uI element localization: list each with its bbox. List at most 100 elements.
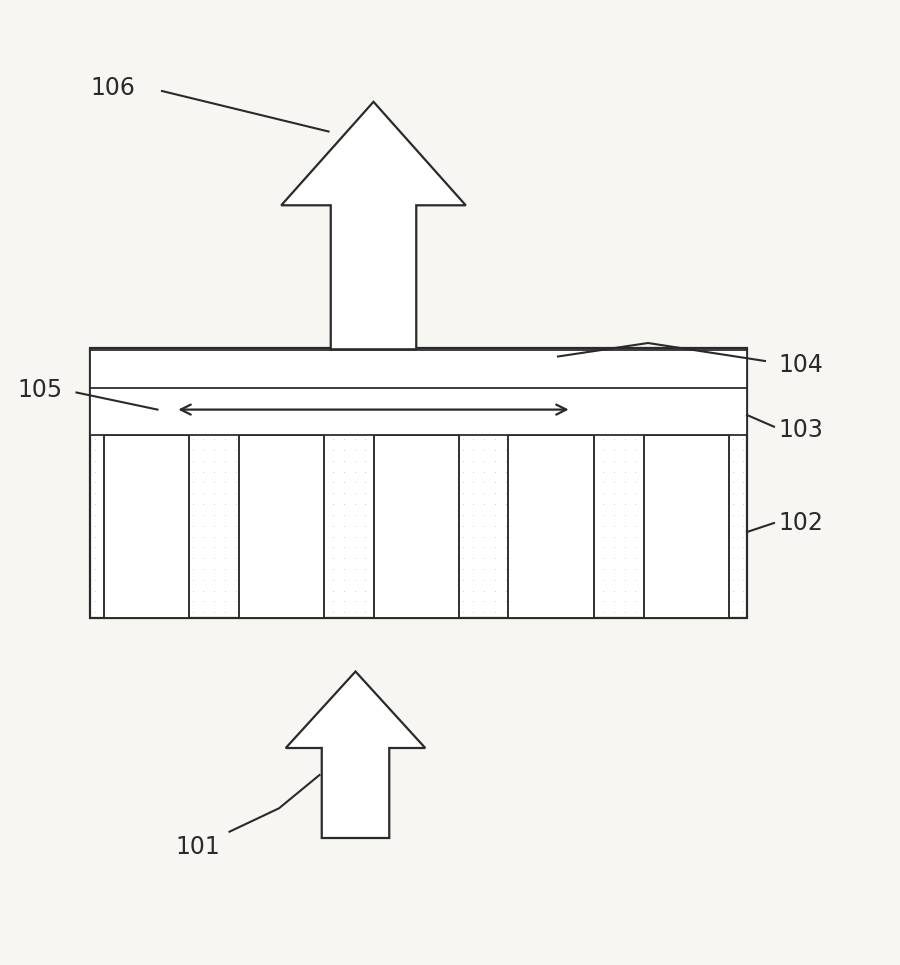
Point <box>434 529 448 544</box>
Point <box>412 583 427 598</box>
Point <box>372 442 386 457</box>
Point <box>434 389 448 404</box>
Point <box>628 378 643 394</box>
Point <box>423 593 437 609</box>
Point <box>528 583 543 598</box>
Point <box>561 431 575 447</box>
Point <box>302 454 316 469</box>
Point <box>369 508 383 523</box>
Point <box>337 562 351 577</box>
Point <box>312 454 327 469</box>
Point <box>110 508 124 523</box>
Point <box>156 496 170 511</box>
Point <box>671 464 686 480</box>
Point <box>509 442 524 457</box>
Point <box>258 464 273 480</box>
Point <box>652 529 667 544</box>
Point <box>652 464 667 480</box>
Point <box>671 496 686 511</box>
Point <box>269 593 284 609</box>
Point <box>337 464 351 480</box>
Point <box>553 583 567 598</box>
Point <box>102 475 116 490</box>
Point <box>283 411 297 427</box>
Point <box>455 464 470 480</box>
Point <box>628 422 643 437</box>
Point <box>685 496 699 511</box>
Point <box>563 496 578 511</box>
Point <box>315 496 329 511</box>
Point <box>393 475 408 490</box>
Point <box>488 475 502 490</box>
Point <box>520 572 535 588</box>
Point <box>134 583 148 598</box>
Point <box>607 422 621 437</box>
Point <box>166 485 181 501</box>
Point <box>304 442 319 457</box>
Point <box>347 422 362 437</box>
Point <box>304 572 319 588</box>
Point <box>447 518 462 534</box>
Point <box>553 431 567 447</box>
Point <box>248 529 262 544</box>
Point <box>412 604 427 620</box>
Point <box>539 485 554 501</box>
Point <box>663 593 678 609</box>
Point <box>102 550 116 565</box>
Point <box>520 378 535 394</box>
Point <box>553 550 567 565</box>
Point <box>393 529 408 544</box>
Point <box>650 464 664 480</box>
Point <box>596 442 610 457</box>
Point <box>661 604 675 620</box>
Point <box>650 400 664 416</box>
Point <box>326 593 340 609</box>
Point <box>663 604 678 620</box>
Point <box>563 475 578 490</box>
Point <box>156 572 170 588</box>
Point <box>693 475 707 490</box>
Point <box>488 539 502 555</box>
Point <box>110 496 124 511</box>
Point <box>509 422 524 437</box>
Point <box>258 454 273 469</box>
Point <box>650 529 664 544</box>
Point <box>423 496 437 511</box>
Point <box>582 539 597 555</box>
Point <box>423 550 437 565</box>
Point <box>436 572 451 588</box>
Point <box>391 550 405 565</box>
Point <box>88 583 103 598</box>
Point <box>110 593 124 609</box>
Point <box>563 604 578 620</box>
Point <box>269 508 284 523</box>
Point <box>539 562 554 577</box>
Point <box>404 454 419 469</box>
Point <box>550 431 564 447</box>
Point <box>585 431 599 447</box>
Point <box>401 378 416 394</box>
Point <box>142 550 157 565</box>
Point <box>455 550 470 565</box>
Point <box>207 400 221 416</box>
Point <box>145 442 159 457</box>
Point <box>337 604 351 620</box>
Point <box>477 454 491 469</box>
Point <box>628 389 643 404</box>
Point <box>145 529 159 544</box>
Point <box>237 464 251 480</box>
Point <box>455 400 470 416</box>
Point <box>715 475 729 490</box>
Point <box>426 464 440 480</box>
Point <box>88 518 103 534</box>
Point <box>166 583 181 598</box>
Point <box>337 550 351 565</box>
Point <box>725 550 740 565</box>
Point <box>177 583 192 598</box>
Point <box>391 475 405 490</box>
Point <box>539 539 554 555</box>
Point <box>218 400 232 416</box>
Point <box>391 604 405 620</box>
Point <box>585 593 599 609</box>
Point <box>283 454 297 469</box>
